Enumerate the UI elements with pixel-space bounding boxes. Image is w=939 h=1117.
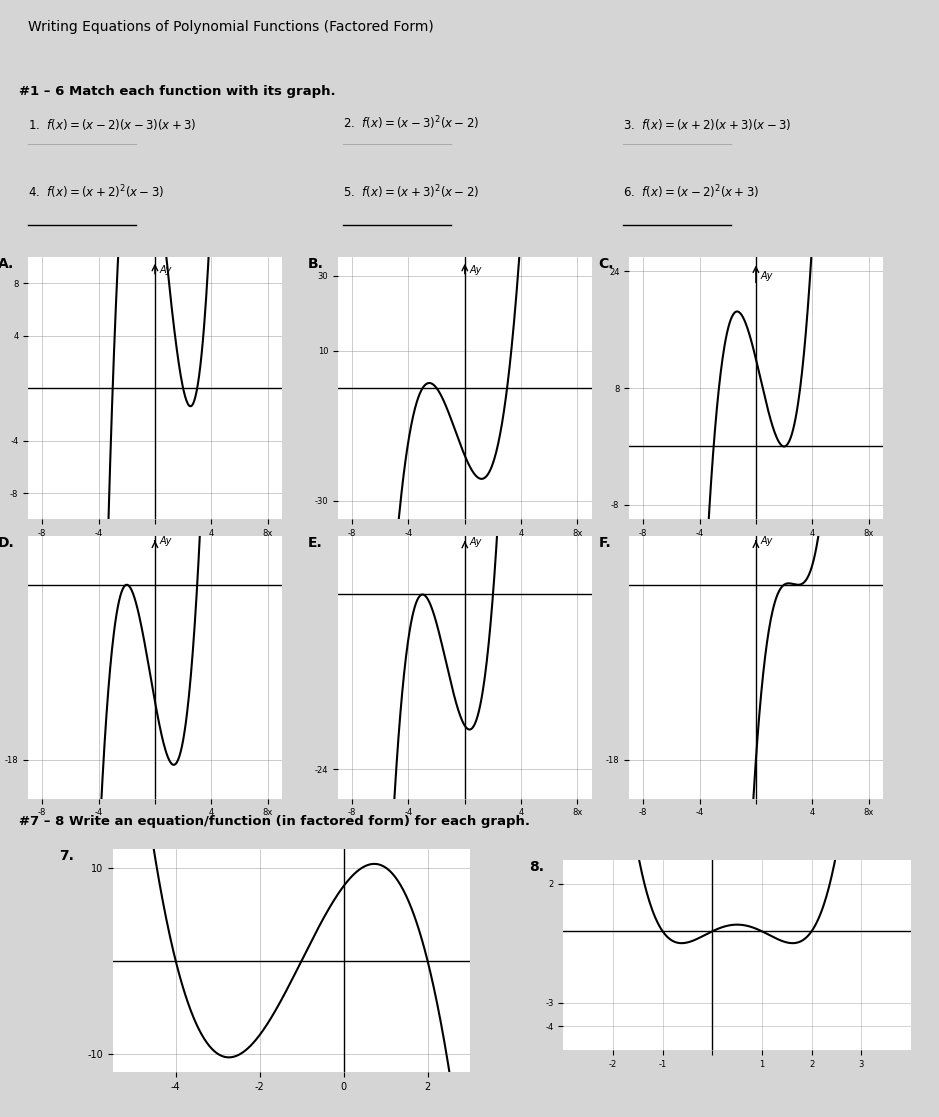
Text: 6.  $f(x) = (x-2)^2(x+3)$: 6. $f(x) = (x-2)^2(x+3)$	[623, 183, 759, 201]
Text: 1.  $f(x) = (x-2)(x-3)(x+3)$: 1. $f(x) = (x-2)(x-3)(x+3)$	[28, 117, 196, 132]
Text: 7.: 7.	[59, 849, 74, 863]
Text: C.: C.	[599, 257, 614, 271]
Text: F.: F.	[599, 536, 611, 551]
Text: 2.  $f(x) = (x-3)^2(x-2)$: 2. $f(x) = (x-3)^2(x-2)$	[344, 114, 480, 132]
Text: #1 – 6 Match each function with its graph.: #1 – 6 Match each function with its grap…	[19, 85, 335, 98]
Text: Ay: Ay	[160, 536, 172, 546]
Text: E.: E.	[308, 536, 322, 551]
Text: D.: D.	[0, 536, 14, 551]
Text: Ay: Ay	[761, 270, 773, 280]
Text: Ay: Ay	[470, 537, 482, 547]
Text: 5.  $f(x) = (x+3)^2(x-2)$: 5. $f(x) = (x+3)^2(x-2)$	[344, 183, 480, 201]
Text: B.: B.	[308, 257, 324, 271]
Text: 4.  $f(x) = (x+2)^2(x-3)$: 4. $f(x) = (x+2)^2(x-3)$	[28, 183, 164, 201]
Text: 3.  $f(x) = (x+2)(x+3)(x-3)$: 3. $f(x) = (x+2)(x+3)(x-3)$	[623, 117, 792, 132]
Text: Ay: Ay	[470, 265, 482, 275]
Text: A.: A.	[0, 257, 14, 271]
Text: 8.: 8.	[529, 860, 544, 875]
Text: Writing Equations of Polynomial Functions (Factored Form): Writing Equations of Polynomial Function…	[28, 20, 434, 34]
Text: Ay: Ay	[160, 265, 172, 275]
Text: #7 – 8 Write an equation/function (in factored form) for each graph.: #7 – 8 Write an equation/function (in fa…	[19, 815, 530, 828]
Text: Ay: Ay	[761, 536, 773, 546]
